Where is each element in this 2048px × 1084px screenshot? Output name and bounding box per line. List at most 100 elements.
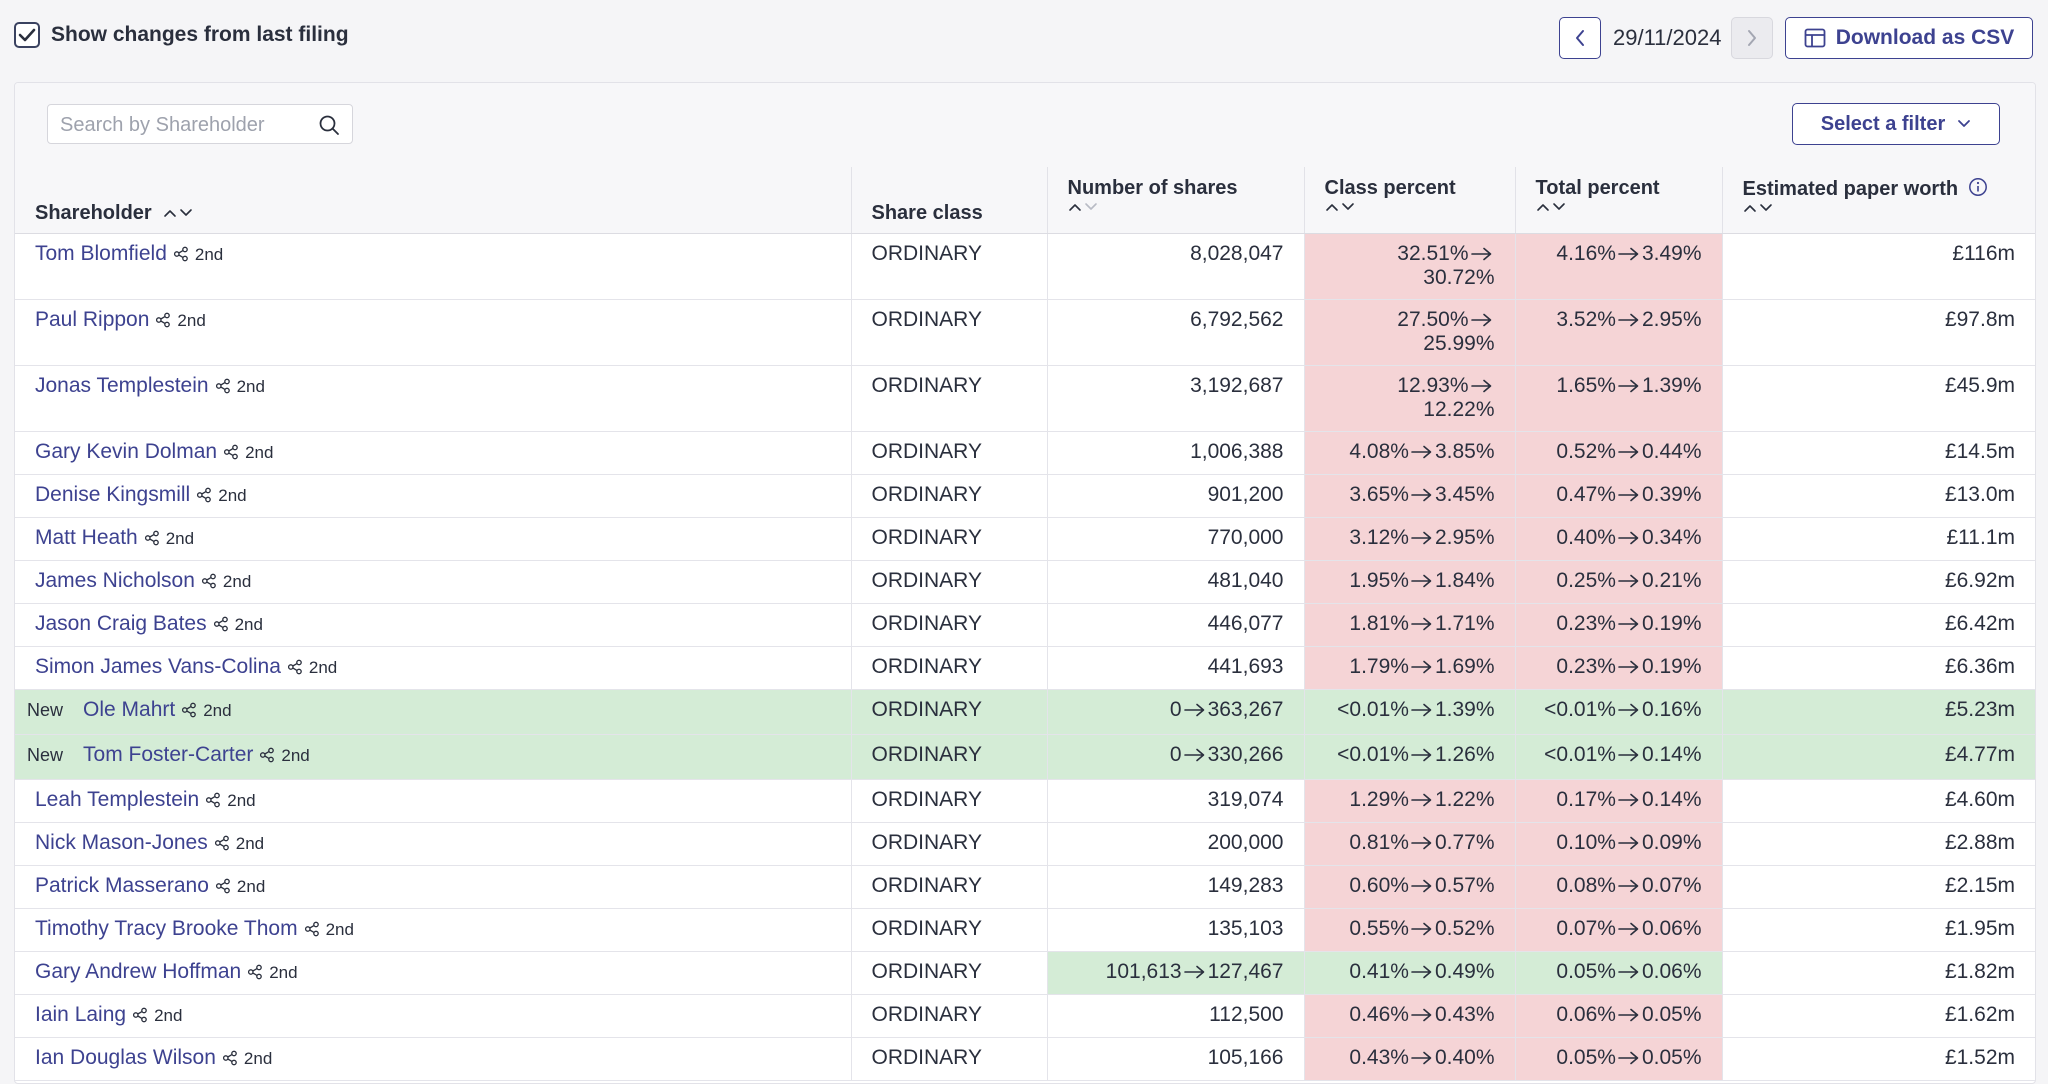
class-percent-previous: 0.41% (1349, 959, 1409, 983)
sort-descending-icon[interactable] (1552, 202, 1566, 212)
shareholder-name-link[interactable]: Nick Mason-Jones (35, 830, 208, 854)
share-network-icon[interactable] (215, 378, 231, 394)
shareholder-name-link[interactable]: Timothy Tracy Brooke Thom (35, 916, 298, 940)
sort-descending-icon[interactable] (1759, 203, 1773, 213)
share-network-icon[interactable] (287, 659, 303, 675)
number-of-shares-cell: 105,166 (1047, 1037, 1305, 1081)
table-row[interactable]: New Ole Mahrt 2nd ORDINARY 0 363,267 <0.01% 1.3… (15, 689, 2035, 735)
arrow-right-icon (1411, 660, 1432, 674)
shareholder-name-link[interactable]: Tom Blomfield (35, 241, 167, 265)
share-network-icon[interactable] (215, 878, 231, 894)
class-percent-current: 0.57% (1434, 873, 1495, 897)
connection-degree: 2nd (325, 919, 354, 939)
sort-ascending-icon[interactable] (1325, 202, 1339, 212)
search-icon[interactable] (318, 114, 340, 136)
sort-descending-icon[interactable] (179, 208, 193, 218)
table-row[interactable]: Patrick Masserano 2nd ORDINARY 149,283 0.60%… (15, 865, 2035, 909)
table-row[interactable]: Denise Kingsmill 2nd ORDINARY 901,200 3.65% 3… (15, 474, 2035, 518)
share-network-icon[interactable] (222, 1050, 238, 1066)
shareholder-name-link[interactable]: Tom Foster-Carter (83, 742, 254, 766)
class-percent-current: 0.43% (1434, 1002, 1495, 1026)
share-network-icon[interactable] (173, 246, 189, 262)
search-box[interactable] (47, 104, 353, 145)
share-network-icon[interactable] (259, 747, 275, 763)
table-row[interactable]: Jonas Templestein 2nd ORDINARY 3,192,687 12.… (15, 365, 2035, 432)
share-network-icon[interactable] (304, 921, 320, 937)
table-row[interactable]: Gary Kevin Dolman 2nd ORDINARY 1,006,388 4.0… (15, 431, 2035, 475)
connection-degree: 2nd (222, 571, 252, 591)
share-class-cell: ORDINARY (851, 689, 1048, 735)
share-network-icon[interactable] (196, 487, 212, 503)
shareholder-name-link[interactable]: Simon James Vans-Colina (35, 654, 281, 678)
table-row[interactable]: Matt Heath 2nd ORDINARY 770,000 3.12% 2.95% 0.… (15, 517, 2035, 561)
shareholder-name-link[interactable]: Jonas Templestein (35, 373, 209, 397)
share-network-icon[interactable] (223, 444, 239, 460)
download-csv-button[interactable]: Download as CSV (1785, 17, 2033, 59)
shareholder-name-link[interactable]: Leah Templestein (35, 787, 200, 811)
class-percent-current: 1.26% (1434, 742, 1495, 766)
sort-ascending-icon[interactable] (1536, 202, 1550, 212)
shareholder-name-link[interactable]: Patrick Masserano (35, 873, 209, 897)
share-network-icon[interactable] (213, 616, 229, 632)
chevron-left-icon (1576, 30, 1584, 46)
column-header-estimated-paper-worth[interactable]: Estimated paper worth (1722, 167, 2035, 234)
shareholder-cell: Iain Laing 2nd (15, 994, 852, 1038)
column-header-number-of-shares[interactable]: Number of shares (1047, 167, 1305, 234)
total-percent-cell: 0.08% 0.07% (1515, 865, 1723, 909)
shareholder-name-link[interactable]: Ian Douglas Wilson (35, 1045, 216, 1069)
table-row[interactable]: James Nicholson 2nd ORDINARY 481,040 1.95% 1.… (15, 560, 2035, 604)
share-network-icon[interactable] (181, 702, 197, 718)
previous-date-button[interactable] (1559, 17, 1601, 59)
show-changes-checkbox[interactable] (14, 22, 40, 48)
shareholder-name-link[interactable]: James Nicholson (35, 568, 195, 592)
shareholder-name-link[interactable]: Paul Rippon (35, 307, 150, 331)
arrow-right-icon (1411, 1051, 1432, 1065)
table-row[interactable]: Ian Douglas Wilson 2nd ORDINARY 105,166 0.43… (15, 1037, 2035, 1081)
table-row[interactable]: Iain Laing 2nd ORDINARY 112,500 0.46% 0.43% 0.… (15, 994, 2035, 1038)
info-icon[interactable] (1968, 177, 1988, 197)
table-row[interactable]: Leah Templestein 2nd ORDINARY 319,074 1.29% 1… (15, 779, 2035, 823)
share-network-icon[interactable] (205, 792, 221, 808)
table-header-row: Shareholder Share class Number of shares (15, 167, 2035, 234)
sort-descending-icon[interactable] (1084, 202, 1098, 212)
table-row[interactable]: New Tom Foster-Carter 2nd ORDINARY 0 330,266 <… (15, 734, 2035, 780)
share-network-icon[interactable] (214, 835, 230, 851)
class-percent-previous: 1.95% (1349, 568, 1409, 592)
total-percent-cell: 0.07% 0.06% (1515, 908, 1723, 952)
total-percent-previous: 0.23% (1556, 654, 1616, 678)
sort-descending-icon[interactable] (1341, 202, 1355, 212)
table-row[interactable]: Tom Blomfield 2nd ORDINARY 8,028,047 32.51% 3… (15, 233, 2035, 300)
column-header-class-percent[interactable]: Class percent (1304, 167, 1516, 234)
sort-ascending-icon[interactable] (1743, 203, 1757, 213)
table-row[interactable]: Simon James Vans-Colina 2nd ORDINARY 441,69… (15, 646, 2035, 690)
shareholder-name-link[interactable]: Jason Craig Bates (35, 611, 207, 635)
share-class-cell: ORDINARY (851, 646, 1048, 690)
table-row[interactable]: Nick Mason-Jones 2nd ORDINARY 200,000 0.81% 0… (15, 822, 2035, 866)
shareholder-name-link[interactable]: Denise Kingsmill (35, 482, 191, 506)
shareholder-name-link[interactable]: Iain Laing (35, 1002, 127, 1026)
show-changes-toggle[interactable]: Show changes from last filing (14, 22, 349, 48)
share-network-icon[interactable] (144, 530, 160, 546)
shareholder-name-link[interactable]: Matt Heath (35, 525, 138, 549)
table-row[interactable]: Paul Rippon 2nd ORDINARY 6,792,562 27.50% 25.… (15, 299, 2035, 366)
table-row[interactable]: Gary Andrew Hoffman 2nd ORDINARY 101,613 127… (15, 951, 2035, 995)
share-network-icon[interactable] (132, 1007, 148, 1023)
connection-degree: 2nd (194, 244, 224, 264)
share-network-icon[interactable] (247, 964, 263, 980)
table-row[interactable]: Timothy Tracy Brooke Thom 2nd ORDINARY 135,… (15, 908, 2035, 952)
search-input[interactable] (58, 105, 312, 145)
sort-ascending-icon[interactable] (1068, 202, 1082, 212)
next-date-button[interactable] (1731, 17, 1773, 59)
sort-ascending-icon[interactable] (163, 208, 177, 218)
share-network-icon[interactable] (201, 573, 217, 589)
table-row[interactable]: Jason Craig Bates 2nd ORDINARY 446,077 1.81%… (15, 603, 2035, 647)
shareholder-name-link[interactable]: Gary Kevin Dolman (35, 439, 218, 463)
column-header-shareholder[interactable]: Shareholder (15, 167, 852, 234)
shareholder-name-link[interactable]: Gary Andrew Hoffman (35, 959, 242, 983)
shareholder-name-link[interactable]: Ole Mahrt (83, 697, 176, 721)
class-percent-current: 1.84% (1434, 568, 1495, 592)
share-network-icon[interactable] (155, 312, 171, 328)
column-header-total-percent[interactable]: Total percent (1515, 167, 1723, 234)
total-percent-cell: 0.25% 0.21% (1515, 560, 1723, 604)
select-filter-button[interactable]: Select a filter (1792, 103, 2000, 145)
